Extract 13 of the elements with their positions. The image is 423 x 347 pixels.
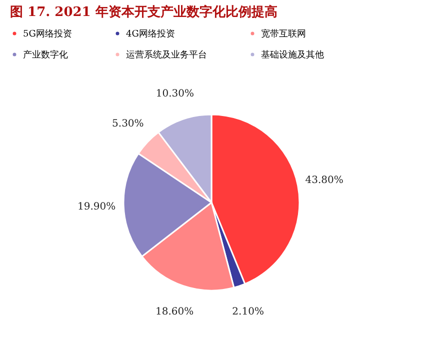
chart-title: 图 17. 2021 年资本开支产业数字化比例提高 [10,4,278,20]
data-label: 18.60% [156,306,194,318]
data-label: 5.30% [112,118,144,130]
data-label: 19.90% [78,201,116,212]
legend-label: 运营系统及业务平台 [126,50,207,60]
data-label: 43.80% [305,175,344,186]
legend-label: 宽带互联网 [261,28,306,40]
legend-label: 产业数字化 [23,50,68,60]
data-label: 2.10% [232,306,264,318]
data-label: 10.30% [156,88,194,100]
legend-label: 4G网络投资 [126,28,175,40]
legend-label: 5G网络投资 [23,28,72,40]
legend-label: 基础设施及其他 [261,50,324,60]
